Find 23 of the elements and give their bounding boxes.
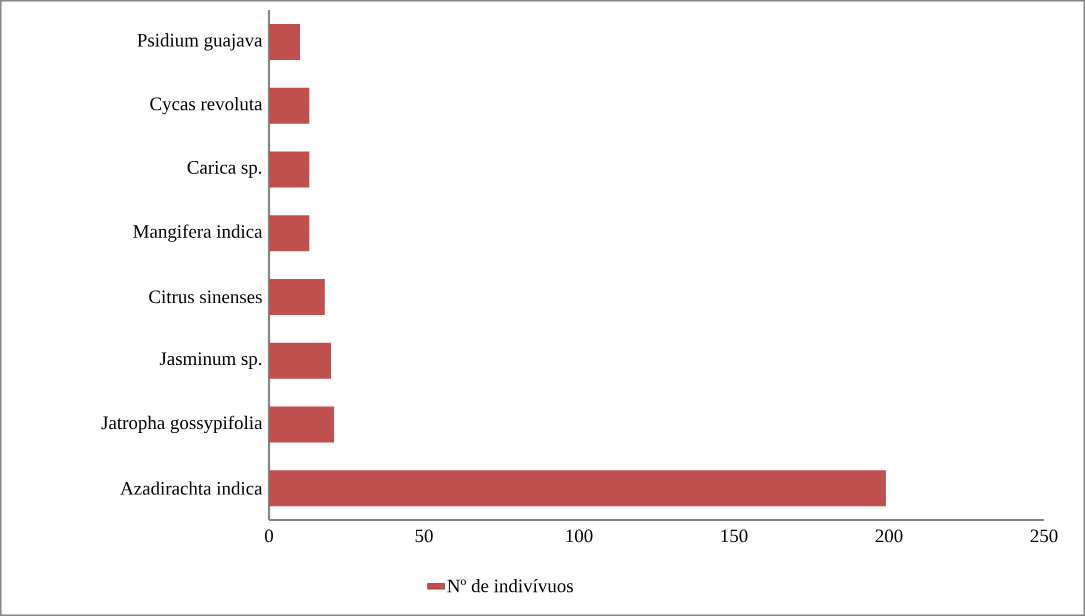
bar — [269, 151, 310, 188]
y-tick-label: Cycas revoluta — [150, 97, 263, 115]
y-tick-label: Mangifera indica — [133, 224, 263, 242]
x-tick-label: 250 — [1030, 529, 1058, 543]
bar — [269, 215, 310, 252]
y-tick-label: Citrus sinenses — [149, 290, 262, 304]
legend-label: Nº de indivívuos — [447, 578, 573, 593]
y-tick-label: Carica sp. — [187, 161, 262, 178]
x-tick-label: 100 — [566, 529, 593, 543]
x-tick-label: 50 — [415, 529, 433, 543]
bar — [269, 87, 310, 124]
bar — [269, 278, 325, 315]
y-tick-label: Psidium guajava — [137, 33, 263, 51]
bar — [269, 470, 886, 507]
x-tick-label: 0 — [264, 529, 273, 543]
y-tick-label: Azadirachta indica — [120, 481, 263, 495]
y-tick-label: Jatropha gossypifolia — [101, 415, 263, 434]
bar — [269, 342, 331, 379]
y-tick-label: Jasminum sp. — [159, 352, 262, 369]
x-tick-label: 200 — [875, 529, 903, 543]
bar — [269, 406, 335, 443]
x-tick-label: 150 — [721, 529, 748, 543]
bar — [269, 23, 300, 60]
